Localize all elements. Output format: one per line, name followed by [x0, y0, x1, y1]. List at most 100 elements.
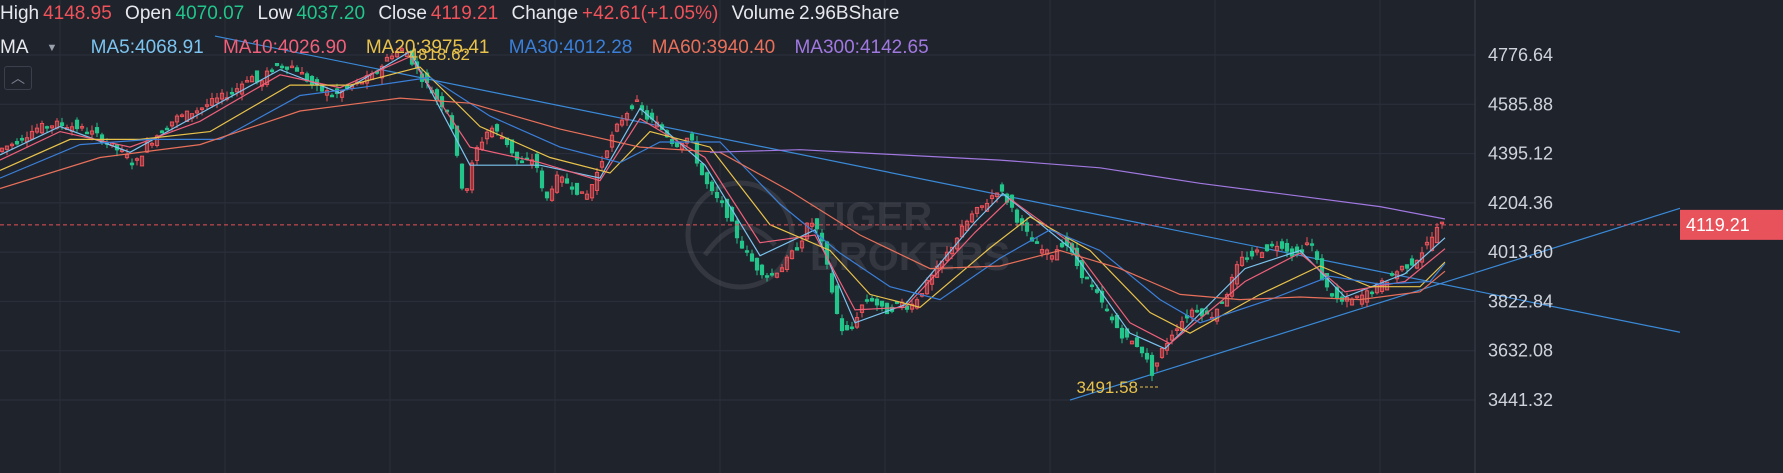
candle-up	[214, 97, 220, 103]
candle-up	[1254, 249, 1260, 253]
candle-down	[1024, 222, 1030, 232]
volume-value: 2.96BShare	[798, 3, 900, 24]
candle-down	[839, 318, 845, 332]
candle-down	[1149, 354, 1155, 376]
candle-up	[549, 188, 555, 201]
candle-down	[869, 298, 875, 302]
candle-down	[1249, 250, 1255, 257]
y-tick-label: 4395.12	[1488, 144, 1553, 164]
candle-up	[1274, 245, 1280, 252]
high-label: High	[0, 3, 40, 24]
candle-down	[1284, 242, 1290, 252]
candle-up	[469, 162, 475, 191]
open-label: Open	[125, 3, 172, 24]
chevron-up-icon: ︿	[11, 70, 25, 86]
candle-down	[1269, 243, 1275, 247]
ma-lines	[0, 50, 1446, 350]
candle-up	[474, 147, 480, 161]
trendline-ext	[1479, 291, 1681, 333]
y-tick-label: 4013.60	[1488, 242, 1553, 262]
candle-up	[139, 155, 145, 167]
candle-down	[164, 127, 170, 131]
candle-up	[619, 119, 625, 126]
ma5-line	[0, 50, 1446, 350]
candle-up	[559, 176, 565, 183]
candle-up	[1259, 252, 1265, 259]
candle-up	[914, 299, 920, 309]
candle-up	[1224, 294, 1230, 307]
candle-down	[44, 126, 50, 129]
candle-down	[1369, 291, 1375, 295]
chevron-down-icon: ▼	[46, 42, 58, 54]
low-value: 4037.20	[296, 3, 366, 24]
candle-up	[399, 48, 405, 52]
candles	[0, 45, 1445, 382]
candle-down	[1034, 241, 1040, 244]
candle-up	[1354, 295, 1360, 299]
collapse-button[interactable]: ︿	[4, 66, 32, 90]
candle-down	[309, 75, 315, 86]
candle-down	[749, 253, 755, 262]
candle-down	[274, 63, 280, 66]
candle-up	[1164, 343, 1170, 351]
candle-up	[79, 126, 85, 129]
ma300-legend: MA300:4142.65	[794, 37, 929, 58]
candle-down	[864, 299, 870, 302]
ma300-line	[709, 149, 1446, 220]
candle-down	[19, 137, 25, 141]
candle-up	[0, 147, 5, 152]
candle-up	[1174, 328, 1180, 331]
indicator-select[interactable]: MA ▼	[0, 37, 71, 58]
candle-up	[994, 192, 1000, 198]
candle-down	[159, 130, 165, 134]
candle-up	[964, 220, 970, 231]
candle-down	[709, 181, 715, 192]
candle-up	[589, 184, 595, 199]
candle-up	[499, 136, 505, 140]
y-tick-label: 4204.36	[1488, 193, 1553, 213]
candle-down	[759, 264, 765, 276]
candle-up	[259, 80, 265, 87]
candle-down	[1134, 337, 1140, 348]
current-price-label: 4119.21	[1686, 215, 1750, 235]
candle-up	[1054, 249, 1060, 261]
candle-down	[879, 300, 885, 307]
candle-down	[1314, 251, 1320, 261]
candle-up	[1429, 236, 1435, 251]
max-price-label: 4818.62	[409, 45, 470, 64]
candle-up	[394, 51, 400, 58]
candle-up	[784, 256, 790, 271]
candle-up	[624, 113, 630, 121]
candle-up	[179, 114, 185, 117]
ma10-line	[0, 55, 1446, 345]
candle-up	[1049, 255, 1055, 260]
candle-down	[1014, 209, 1020, 223]
indicator-bar: MA ▼ MA5:4068.91 MA10:4026.90 MA20:3975.4…	[0, 34, 943, 62]
candle-down	[1389, 273, 1395, 276]
candle-down	[284, 66, 290, 70]
candle-up	[1179, 321, 1185, 332]
candle-up	[4, 145, 10, 150]
candle-down	[84, 131, 90, 135]
candle-down	[534, 153, 540, 168]
candle-up	[1189, 309, 1195, 318]
candle-up	[799, 240, 805, 249]
candle-down	[1104, 308, 1110, 312]
candle-up	[219, 92, 225, 100]
candle-down	[539, 170, 545, 189]
candle-up	[979, 205, 985, 208]
candle-down	[1109, 316, 1115, 321]
candle-down	[629, 105, 635, 110]
candle-down	[229, 91, 235, 95]
candle-down	[514, 151, 520, 161]
candle-down	[674, 142, 680, 148]
candle-down	[719, 200, 725, 204]
close-value: 4119.21	[430, 3, 499, 24]
min-price-label: 3491.58	[1077, 378, 1138, 397]
candle-down	[1294, 246, 1300, 254]
candle-up	[1039, 249, 1045, 254]
change-label: Change	[511, 3, 579, 24]
candle-down	[689, 133, 695, 141]
candle-up	[1304, 242, 1310, 246]
